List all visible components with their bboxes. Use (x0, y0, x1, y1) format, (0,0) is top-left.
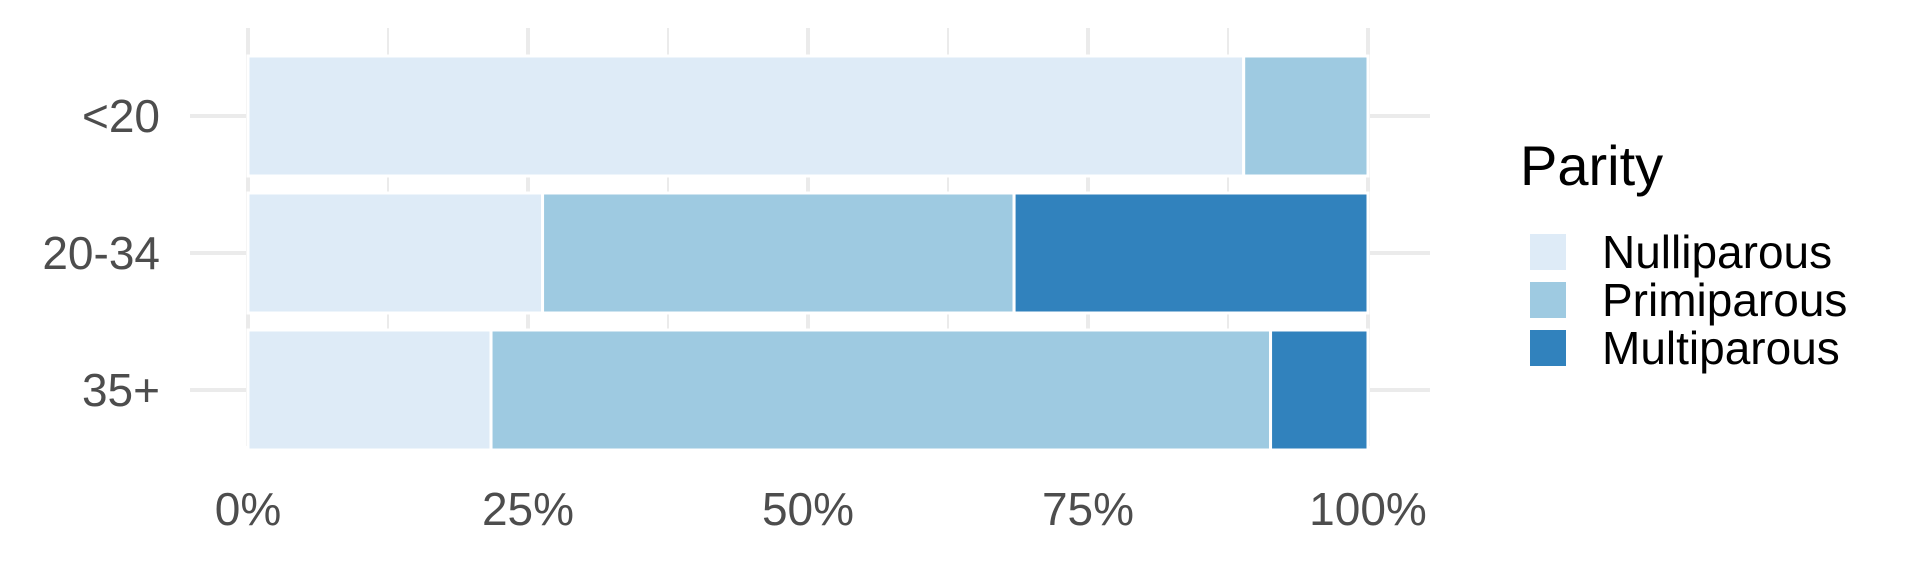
legend-label: Multiparous (1602, 322, 1840, 374)
bar-segment (246, 54, 1246, 178)
bar-segment (489, 328, 1273, 452)
x-tick-label: 0% (215, 483, 281, 535)
y-tick-label: <20 (82, 90, 160, 142)
legend-label: Primiparous (1602, 274, 1847, 326)
legend-title: Parity (1520, 134, 1663, 197)
bar-segment (541, 191, 1016, 315)
bar-segment (246, 328, 493, 452)
y-axis: <20 20-34 35+ (42, 90, 160, 416)
bars (246, 54, 1370, 452)
legend-swatch (1530, 282, 1566, 318)
bar-segment (1242, 54, 1370, 178)
legend-swatch (1530, 330, 1566, 366)
y-tick-label: 35+ (82, 364, 160, 416)
legend-swatch (1530, 234, 1566, 270)
y-tick-label: 20-34 (42, 227, 160, 279)
x-tick-label: 50% (762, 483, 854, 535)
x-axis: 0% 25% 50% 75% 100% (215, 483, 1427, 535)
x-tick-label: 100% (1309, 483, 1427, 535)
x-tick-label: 75% (1042, 483, 1134, 535)
legend-label: Nulliparous (1602, 226, 1832, 278)
x-tick-label: 25% (482, 483, 574, 535)
bar-segment (1012, 191, 1370, 315)
bar-segment (246, 191, 545, 315)
bar-segment (1269, 328, 1370, 452)
